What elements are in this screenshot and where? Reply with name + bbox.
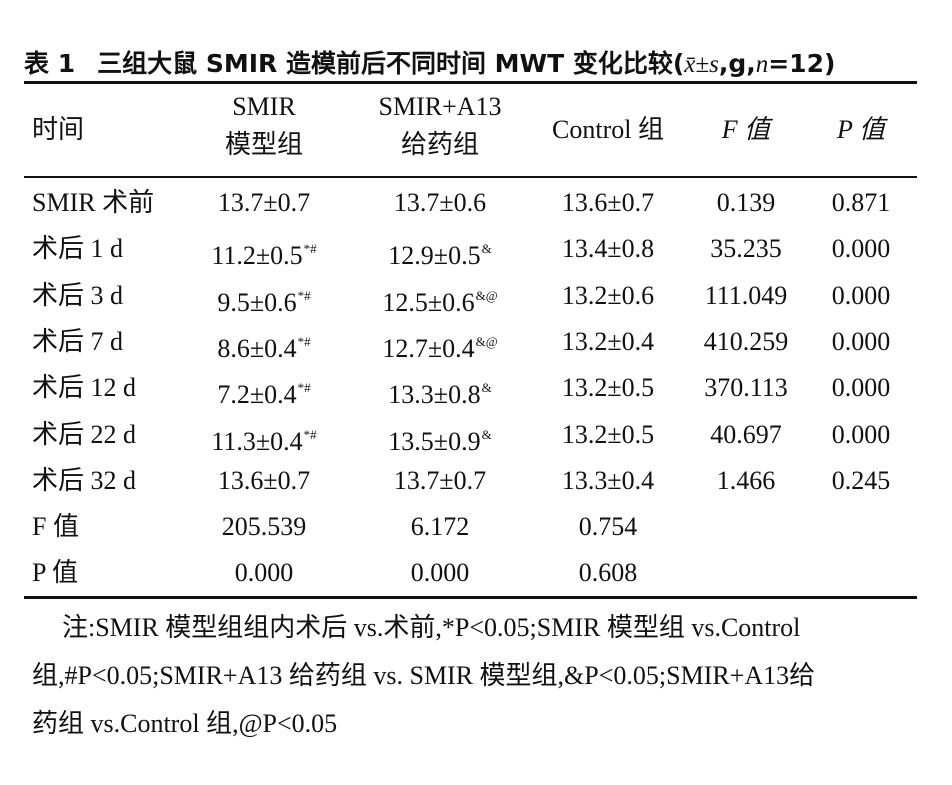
- significance-mark: *#: [297, 333, 311, 349]
- cell-p: 0.000: [831, 419, 891, 449]
- significance-mark: *#: [303, 426, 317, 442]
- cell-smir-a13: 13.7±0.6: [393, 188, 487, 217]
- table-row: P 值 0.000 0.000 0.608: [0, 550, 952, 596]
- cell-p: 0.000: [831, 373, 891, 403]
- header-smir: SMIR 模型组: [224, 92, 303, 159]
- cell-p: 0.000: [831, 234, 891, 264]
- table-title-tail: =12): [768, 49, 836, 78]
- cell-control: 13.6±0.7: [561, 188, 655, 217]
- table-row: 术后 22 d 11.3±0.4*# 13.5±0.9& 13.2±0.5 40.697…: [0, 412, 952, 458]
- header-control: Control 组: [552, 115, 664, 144]
- table-note: 注:SMIR 模型组组内术后 vs.术前,*P<0.05;SMIR 模型组 vs…: [32, 604, 922, 748]
- table-number: 表 1: [24, 49, 76, 78]
- cell-time: 术后 12 d: [32, 373, 137, 403]
- cell-smir: 11.2±0.5*#: [211, 241, 317, 271]
- cell-control: 13.2±0.5: [561, 419, 655, 449]
- top-rule: [24, 81, 917, 84]
- table-title-n: n: [755, 51, 769, 78]
- cell-f: 410.259: [703, 326, 789, 356]
- significance-mark: *#: [297, 380, 311, 396]
- cell-smir: 11.3±0.4*#: [211, 426, 317, 456]
- cell-time: 术后 32 d: [32, 465, 137, 495]
- table-title: 表 1 三组大鼠 SMIR 造模前后不同时间 MWT 变化比较(x̄±s,g,n=…: [24, 44, 928, 80]
- cell-time: 术后 1 d: [32, 234, 124, 264]
- cell-smir-a13: 12.7±0.4&@: [382, 333, 498, 363]
- cell-control: 0.754: [578, 512, 638, 542]
- significance-mark: &: [481, 380, 492, 396]
- cell-smir-a13: 12.9±0.5&: [388, 241, 492, 271]
- cell-control: 13.2±0.6: [561, 280, 655, 310]
- cell-smir: 7.2±0.4*#: [217, 380, 311, 410]
- note-line-2: 组,#P<0.05;SMIR+A13 给药组 vs. SMIR 模型组,&P<0…: [32, 661, 816, 690]
- cell-p: 0.000: [831, 326, 891, 356]
- table-row: 术后 32 d 13.6±0.7 13.7±0.7 13.3±0.4 1.466 0.24…: [0, 458, 952, 504]
- cell-time: 术后 7 d: [32, 326, 124, 356]
- cell-f: 35.235: [710, 234, 782, 264]
- cell-control: 13.4±0.8: [561, 234, 655, 264]
- cell-smir-a13: 0.000: [410, 558, 470, 588]
- cell-f: 40.697: [710, 419, 782, 449]
- significance-mark: *#: [297, 287, 311, 303]
- cell-f: 1.466: [716, 465, 776, 495]
- table-title-text: 三组大鼠 SMIR 造模前后不同时间 MWT 变化比较(: [97, 49, 685, 78]
- significance-mark: &@: [475, 287, 498, 303]
- cell-f: 0.139: [716, 188, 776, 217]
- cell-f: 111.049: [704, 280, 788, 310]
- cell-smir: 13.7±0.7: [217, 188, 311, 217]
- cell-smir: 13.6±0.7: [217, 465, 311, 495]
- cell-time: 术后 3 d: [32, 280, 124, 310]
- table-row: 术后 1 d 11.2±0.5*# 12.9±0.5& 13.4±0.8 35.235 0…: [0, 226, 952, 272]
- cell-smir-a13: 12.5±0.6&@: [382, 287, 498, 317]
- cell-smir: 9.5±0.6*#: [217, 287, 311, 317]
- header-smir-a13: SMIR+A13 给药组: [378, 92, 502, 159]
- significance-mark: &: [481, 426, 492, 442]
- cell-time: SMIR 术前: [32, 188, 155, 217]
- cell-smir: 205.539: [221, 512, 307, 542]
- cell-control: 13.2±0.5: [561, 373, 655, 403]
- table-title-stat: x̄±s: [684, 51, 719, 78]
- note-line-3: 药组 vs.Control 组,@P<0.05: [32, 709, 338, 738]
- table-row: F 值 205.539 6.172 0.754: [0, 504, 952, 550]
- cell-smir-a13: 13.5±0.9&: [388, 426, 492, 456]
- cell-smir-a13: 13.3±0.8&: [388, 380, 492, 410]
- cell-p: 0.000: [831, 280, 891, 310]
- cell-smir-a13: 6.172: [410, 512, 470, 542]
- significance-mark: &@: [475, 333, 498, 349]
- table-title-unit: ,g,: [718, 49, 756, 78]
- header-time: 时间: [32, 115, 85, 144]
- header-rule: [24, 176, 917, 178]
- cell-f: 370.113: [704, 373, 788, 403]
- cell-smir: 8.6±0.4*#: [217, 333, 311, 363]
- cell-p: 0.871: [831, 188, 891, 217]
- bottom-rule: [24, 596, 917, 599]
- cell-control: 0.608: [578, 558, 638, 588]
- cell-smir: 0.000: [234, 558, 294, 588]
- significance-mark: *#: [303, 241, 317, 257]
- cell-time: P 值: [32, 558, 78, 588]
- cell-smir-a13: 13.7±0.7: [393, 465, 487, 495]
- table-row: 术后 3 d 9.5±0.6*# 12.5±0.6&@ 13.2±0.6 111.049…: [0, 273, 952, 319]
- cell-p: 0.245: [831, 465, 891, 495]
- table-row: 术后 7 d 8.6±0.4*# 12.7±0.4&@ 13.2±0.4 410.259…: [0, 319, 952, 365]
- cell-control: 13.3±0.4: [561, 465, 655, 495]
- cell-control: 13.2±0.4: [561, 326, 655, 356]
- table-row: 术后 12 d 7.2±0.4*# 13.3±0.8& 13.2±0.5 370.113…: [0, 365, 952, 411]
- header-p: P 值: [837, 115, 885, 144]
- significance-mark: &: [481, 241, 492, 257]
- cell-time: F 值: [32, 512, 79, 542]
- note-line-1: 注:SMIR 模型组组内术后 vs.术前,*P<0.05;SMIR 模型组 vs…: [62, 613, 801, 642]
- header-f: F 值: [721, 115, 771, 144]
- table-row: SMIR 术前 13.7±0.7 13.7±0.6 13.6±0.7 0.139 0.87…: [0, 180, 952, 226]
- cell-time: 术后 22 d: [32, 419, 137, 449]
